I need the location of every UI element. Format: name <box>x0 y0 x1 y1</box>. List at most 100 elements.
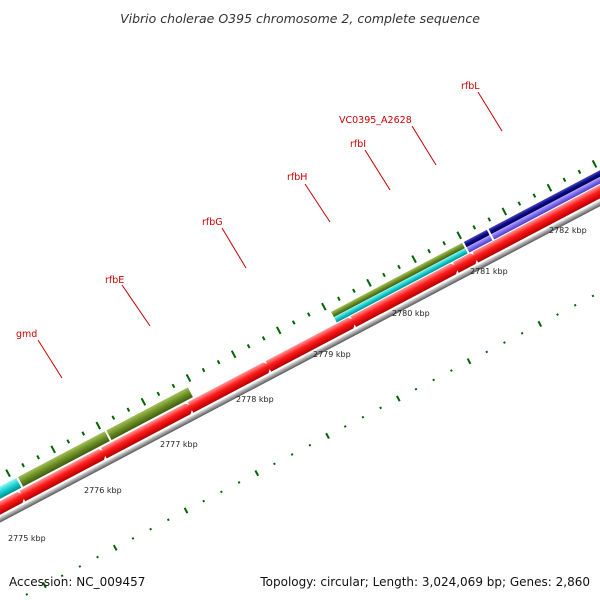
inner-scale-ring <box>25 294 595 596</box>
scale-tick <box>290 453 294 456</box>
scale-label: 2781 kbp <box>470 267 508 276</box>
accession-text: Accession: NC_009457 <box>9 575 145 589</box>
tick-mark <box>66 439 71 444</box>
scale-tick <box>520 331 524 335</box>
tick-mark <box>487 217 492 222</box>
scale-tick <box>220 490 223 494</box>
scale-tick <box>591 294 595 298</box>
cds-arrow <box>350 263 459 327</box>
tick-mark <box>50 445 56 454</box>
scale-tick <box>78 565 82 568</box>
scale-label: 2780 kbp <box>392 309 430 318</box>
scale-tick <box>112 544 118 551</box>
scale-label: 2778 kbp <box>236 395 274 404</box>
tick-mark <box>201 367 206 373</box>
tick-mark <box>352 288 356 294</box>
cds-arrow <box>19 449 107 502</box>
scale-label: 2775 kbp <box>8 534 46 543</box>
tick-mark <box>171 383 176 389</box>
feature-navy-A2628 <box>463 229 490 248</box>
tick-mark <box>261 336 266 341</box>
tick-mark <box>562 177 567 183</box>
scale-tick <box>396 395 401 402</box>
leader-line-rfbG <box>221 227 247 269</box>
scale-tick <box>503 341 506 344</box>
cds-arrow <box>0 492 26 541</box>
scale-label: 2779 kbp <box>313 350 351 359</box>
scale-tick <box>432 378 436 382</box>
tick-mark <box>230 350 237 359</box>
scale-tick <box>149 527 152 531</box>
scale-tick <box>466 358 472 365</box>
cds-arrow <box>187 362 271 413</box>
feature-slate-A2628 <box>466 235 493 253</box>
scale-tick <box>573 303 577 307</box>
tick-mark <box>126 407 131 412</box>
gene-label-gmd: gmd <box>16 329 37 340</box>
tick-mark <box>442 240 446 246</box>
feature-navy-rfbL <box>488 167 600 235</box>
scale-tick <box>361 415 365 419</box>
tick-mark <box>156 391 161 397</box>
cds-arrow <box>101 403 194 459</box>
feature-lane <box>0 167 600 528</box>
leader-line-A2628 <box>411 125 437 166</box>
tick-mark <box>591 159 598 168</box>
tick-mark <box>216 359 221 365</box>
scale-tick <box>254 470 260 477</box>
scale-tick <box>325 432 330 439</box>
gene-label-rfbI: rfbI <box>350 139 366 150</box>
tick-mark <box>532 193 537 198</box>
feature-olive-rfbE <box>106 387 193 441</box>
tick-mark <box>275 326 282 335</box>
leader-line-rfbE <box>121 284 151 327</box>
tick-mark <box>36 455 40 460</box>
tick-mark <box>577 169 582 175</box>
scale-tick <box>237 481 241 484</box>
outer-tick-ring <box>5 159 598 478</box>
scale-tick <box>556 313 559 316</box>
track-frame <box>0 150 600 596</box>
backbone-strand <box>0 150 600 547</box>
scale-tick <box>450 369 453 372</box>
sequence-summary: Topology: circular; Length: 3,024,069 bp… <box>259 575 590 589</box>
tick-mark <box>321 302 327 311</box>
leader-line-gmd <box>37 339 63 379</box>
scale-tick <box>343 425 347 428</box>
tick-mark <box>95 421 102 430</box>
scale-label: 2776 kbp <box>84 486 122 495</box>
scale-tick <box>25 593 29 596</box>
scale-tick <box>202 499 206 503</box>
map-title: Vibrio cholerae O395 chromosome 2, compl… <box>120 11 480 26</box>
tick-mark <box>291 320 296 325</box>
tick-mark <box>411 255 417 264</box>
gene-label-A2628: VC0395_A2628 <box>339 115 412 126</box>
cds-lane-red <box>0 184 600 541</box>
tick-mark <box>472 225 477 230</box>
feature-cyan-left <box>0 477 22 528</box>
cds-arrow <box>265 317 356 372</box>
scale-tick <box>308 443 312 447</box>
scale-tick <box>273 462 276 466</box>
leader-line-rfbL <box>477 91 503 132</box>
scale-tick <box>166 518 170 522</box>
tick-mark <box>366 278 372 287</box>
tick-mark <box>21 462 25 468</box>
scale-tick <box>183 507 189 514</box>
gene-label-rfbE: rfbE <box>105 275 124 286</box>
gene-labels: gmd rfbE rfbG rfbH rfbI VC0395_A2628 rfb… <box>16 81 480 340</box>
scale-tick <box>537 320 543 328</box>
cds-arrow <box>453 253 478 273</box>
gene-label-rfbG: rfbG <box>202 217 223 228</box>
gene-label-rfbH: rfbH <box>287 172 307 183</box>
feature-cyan-rfbH <box>333 248 468 323</box>
feature-slate-rfbL <box>491 172 600 240</box>
scale-label: 2782 kbp <box>549 226 587 235</box>
tick-mark <box>382 272 386 278</box>
scale-label: 2777 kbp <box>160 440 198 449</box>
tick-mark <box>456 231 462 240</box>
leader-line-rfbI <box>364 149 391 191</box>
tick-mark <box>81 431 86 436</box>
scale-tick <box>414 387 418 391</box>
